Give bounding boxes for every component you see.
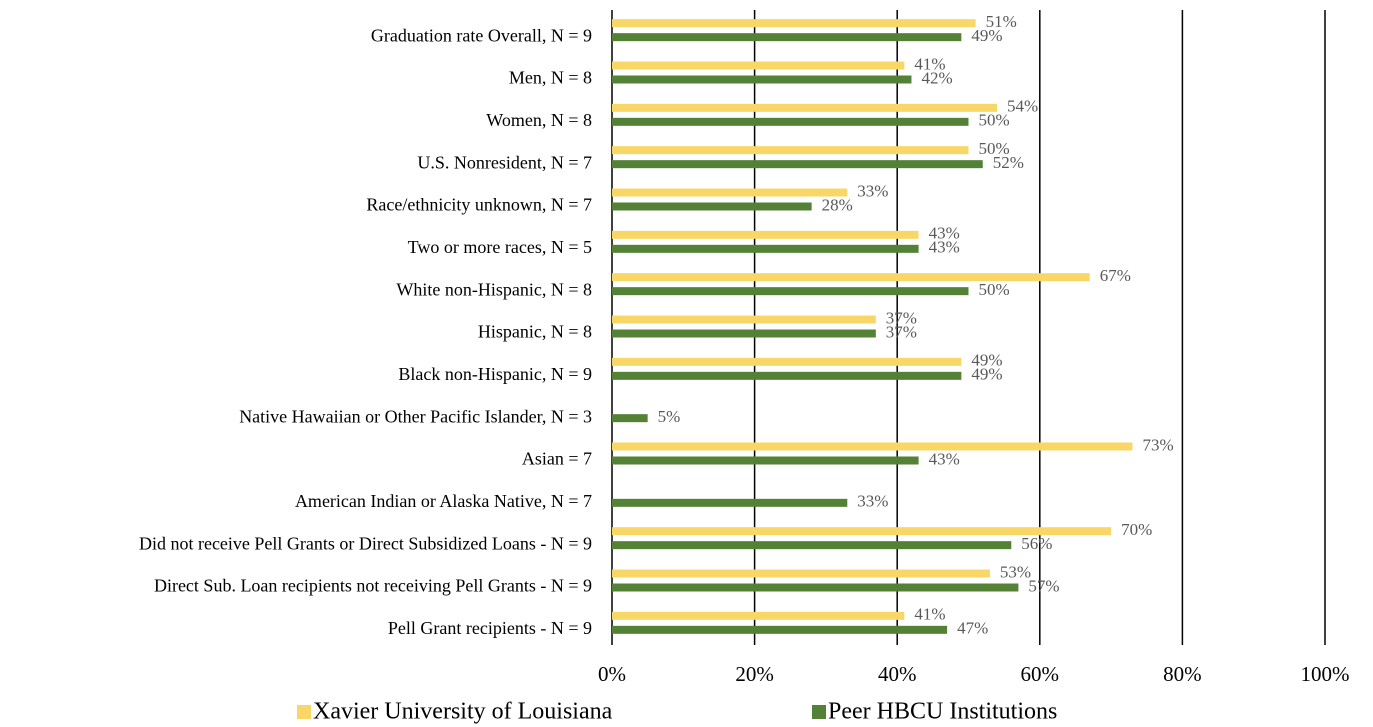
bar (612, 442, 1133, 451)
data-label: 49% (971, 351, 1002, 370)
data-label: 37% (886, 308, 917, 327)
data-label: 52% (993, 153, 1024, 172)
category-label: Men, N = 8 (509, 68, 592, 88)
bar (612, 273, 1090, 282)
bar (612, 583, 1019, 592)
x-tick-label: 80% (1163, 662, 1202, 686)
category-label: Hispanic, N = 8 (478, 322, 592, 342)
bar (612, 527, 1112, 536)
category-label: Race/ethnicity unknown, N = 7 (366, 195, 592, 215)
category-label: U.S. Nonresident, N = 7 (417, 152, 592, 172)
category-label: Pell Grant recipients - N = 9 (388, 618, 592, 638)
data-label: 41% (914, 605, 945, 624)
data-label: 33% (857, 181, 888, 200)
bar (612, 456, 919, 465)
data-label: 56% (1021, 534, 1052, 553)
bar (612, 287, 969, 296)
data-label: 50% (979, 139, 1010, 158)
data-label: 67% (1100, 266, 1131, 285)
bar (612, 61, 905, 70)
data-label: 51% (986, 12, 1017, 31)
category-label: Graduation rate Overall, N = 9 (371, 25, 592, 45)
bar (612, 357, 962, 366)
data-label: 43% (929, 238, 960, 257)
bar (612, 244, 919, 253)
bar (612, 625, 948, 634)
bar (612, 103, 998, 112)
data-label: 33% (857, 492, 888, 511)
data-label: 28% (822, 195, 853, 214)
data-label: 42% (921, 68, 952, 87)
bar (612, 611, 905, 620)
bar (612, 414, 648, 423)
bar (612, 569, 990, 578)
legend-label: Xavier University of Louisiana (313, 699, 613, 725)
data-label: 50% (979, 111, 1010, 130)
legend-label: Peer HBCU Institutions (828, 699, 1057, 725)
category-label: Direct Sub. Loan recipients not receivin… (154, 576, 592, 596)
bar (612, 329, 876, 338)
category-label: Black non-Hispanic, N = 9 (398, 364, 592, 384)
bar (612, 160, 983, 169)
category-label: American Indian or Alaska Native, N = 7 (295, 491, 592, 511)
bar (612, 541, 1012, 550)
data-label: 57% (1028, 576, 1059, 595)
legend-swatch (812, 705, 826, 719)
x-tick-label: 60% (1021, 662, 1060, 686)
data-label: 47% (957, 619, 988, 638)
category-label: Two or more races, N = 5 (408, 237, 592, 257)
bar (612, 498, 848, 507)
bar (612, 146, 969, 155)
data-label: 41% (914, 54, 945, 73)
category-label: Asian = 7 (522, 449, 592, 469)
x-tick-label: 0% (598, 662, 626, 686)
data-label: 53% (1000, 562, 1031, 581)
bar (612, 188, 848, 197)
bar (612, 75, 912, 84)
bar (612, 230, 919, 239)
bar (612, 33, 962, 42)
x-tick-label: 20% (735, 662, 774, 686)
x-tick-label: 100% (1301, 662, 1350, 686)
data-label: 50% (979, 280, 1010, 299)
data-label: 5% (658, 407, 681, 426)
data-label: 49% (971, 26, 1002, 45)
data-label: 37% (886, 322, 917, 341)
data-label: 70% (1121, 520, 1152, 539)
category-label: Did not receive Pell Grants or Direct Su… (139, 533, 592, 553)
category-label: Native Hawaiian or Other Pacific Islande… (239, 406, 592, 426)
bar (612, 19, 976, 28)
legend-swatch (297, 705, 311, 719)
bar (612, 202, 812, 211)
data-label: 49% (971, 365, 1002, 384)
category-label: White non-Hispanic, N = 8 (396, 279, 592, 299)
x-tick-label: 40% (878, 662, 917, 686)
data-label: 43% (929, 449, 960, 468)
data-label: 73% (1142, 435, 1173, 454)
category-label: Women, N = 8 (486, 110, 592, 130)
bar (612, 371, 962, 380)
data-label: 54% (1007, 97, 1038, 116)
bar (612, 117, 969, 126)
data-label: 43% (929, 224, 960, 243)
bar (612, 315, 876, 324)
